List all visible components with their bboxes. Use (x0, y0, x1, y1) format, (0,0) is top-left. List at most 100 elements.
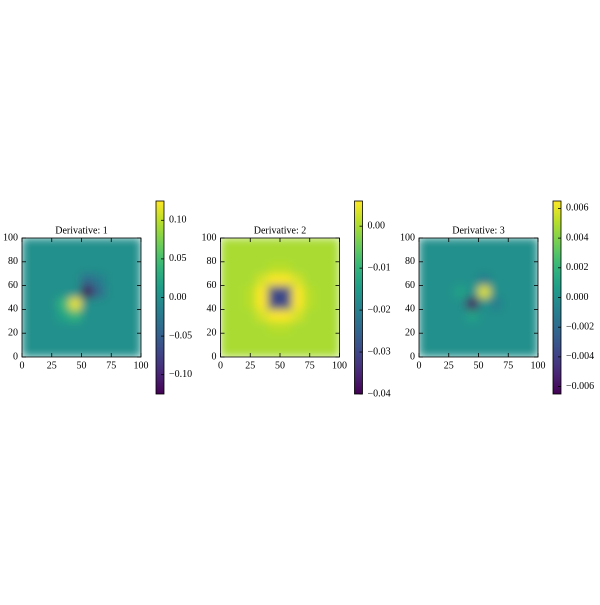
heatmap-cell (232, 238, 245, 251)
heatmap-cell (291, 238, 305, 251)
heatmap-cell (232, 309, 245, 322)
x-tick-label: 75 (503, 360, 513, 371)
heatmap-cell (255, 321, 269, 334)
heatmap-cell (525, 309, 538, 322)
heatmap-cell (279, 321, 293, 334)
heatmap-cell (220, 273, 233, 286)
heatmap-cell (69, 285, 82, 298)
heatmap-cell (419, 249, 432, 263)
heatmap-cell (93, 321, 106, 334)
heatmap-cell (220, 261, 233, 274)
heatmap-cell (442, 273, 455, 286)
heatmap-cell (81, 238, 94, 251)
y-tick-label: 100 (202, 232, 217, 243)
heatmap-cell (430, 332, 444, 346)
heatmap-cell (525, 285, 538, 298)
heatmap-cell (430, 297, 444, 310)
heatmap-cell (315, 273, 328, 286)
heatmap-cell (430, 344, 444, 357)
heatmap-cell (220, 249, 233, 263)
heatmap-cell (232, 332, 245, 346)
heatmap-cell (513, 249, 527, 263)
heatmap-cell (454, 273, 467, 286)
heatmap-cell (525, 321, 538, 334)
heatmap-image (22, 238, 141, 357)
heatmap-cell (419, 238, 432, 251)
heatmap-cell (116, 261, 130, 274)
heatmap-cell (69, 238, 82, 251)
x-tick-label: 75 (106, 360, 116, 371)
heatmap-cell (502, 261, 515, 274)
heatmap-cell (128, 344, 141, 357)
heatmap-cell (255, 261, 269, 274)
heatmap-cell (22, 321, 35, 334)
x-tick-label: 50 (474, 360, 484, 371)
heatmap-cell (490, 297, 503, 310)
heatmap-cell (454, 285, 467, 298)
heatmap-cell (93, 344, 106, 357)
heatmap-cell (128, 273, 141, 286)
heatmap-cell (466, 332, 479, 346)
heatmap-cell (244, 321, 257, 334)
colorbar-tick-label: 0.004 (566, 232, 589, 243)
heatmap-cell (419, 332, 432, 346)
x-tick-label: 0 (218, 360, 223, 371)
heatmap-cell (57, 344, 70, 357)
heatmap-cell (525, 344, 538, 357)
heatmap-cell (327, 321, 340, 334)
colorbar-tick-label: 0.10 (169, 215, 187, 226)
heatmap-cell (128, 285, 141, 298)
heatmap-cell (81, 344, 94, 357)
heatmap-cell (45, 344, 58, 357)
heatmap-cell (466, 309, 479, 322)
x-tick-label: 100 (531, 360, 546, 371)
heatmap-cell (466, 238, 479, 251)
heatmap-cell (442, 332, 455, 346)
heatmap-cell (33, 297, 47, 310)
heatmap-cell (315, 285, 328, 298)
heatmap-cell (525, 297, 538, 310)
heatmap-cell (303, 285, 316, 298)
heatmap-cell (22, 332, 35, 346)
heatmap-cell (315, 249, 328, 263)
heatmap-cell (490, 332, 503, 346)
heatmap-cell (232, 273, 245, 286)
heatmap-cell (244, 285, 257, 298)
heatmap-cell (69, 297, 82, 310)
heatmap-cell (430, 309, 444, 322)
heatmap-panel: Derivative: 2 0 25 50 75 100 0 20 40 60 80 100 −0.04… (202, 200, 391, 399)
heatmap-cell (33, 344, 47, 357)
heatmap-cell (291, 249, 305, 263)
heatmap-cell (525, 238, 538, 251)
heatmap-cell (105, 309, 118, 322)
heatmap-cell (33, 321, 47, 334)
heatmap-cell (244, 309, 257, 322)
heatmap-cell (419, 261, 432, 274)
heatmap-cell (105, 273, 118, 286)
heatmap-cell (244, 344, 257, 357)
heatmap-cell (454, 309, 467, 322)
heatmap-cell (327, 309, 340, 322)
heatmap-cell (430, 273, 444, 286)
heatmap-cell (255, 273, 269, 286)
heatmap-cell (81, 261, 94, 274)
heatmap-cell (279, 344, 293, 357)
colorbar-tick-label: −0.03 (368, 346, 391, 357)
heatmap-cell (419, 344, 432, 357)
y-tick-label: 20 (405, 327, 415, 338)
heatmap-cell (466, 285, 479, 298)
heatmap-cell (419, 321, 432, 334)
heatmap-cell (22, 344, 35, 357)
heatmap-cell (22, 238, 35, 251)
heatmap-cell (45, 273, 58, 286)
heatmap-cell (105, 321, 118, 334)
heatmap-cell (419, 309, 432, 322)
heatmap-cell (525, 273, 538, 286)
y-tick-label: 60 (207, 280, 217, 291)
y-tick-label: 0 (212, 351, 217, 362)
heatmap-cell (525, 249, 538, 263)
heatmap-cell (490, 309, 503, 322)
y-tick-label: 40 (405, 304, 415, 315)
heatmap-cell (45, 238, 58, 251)
